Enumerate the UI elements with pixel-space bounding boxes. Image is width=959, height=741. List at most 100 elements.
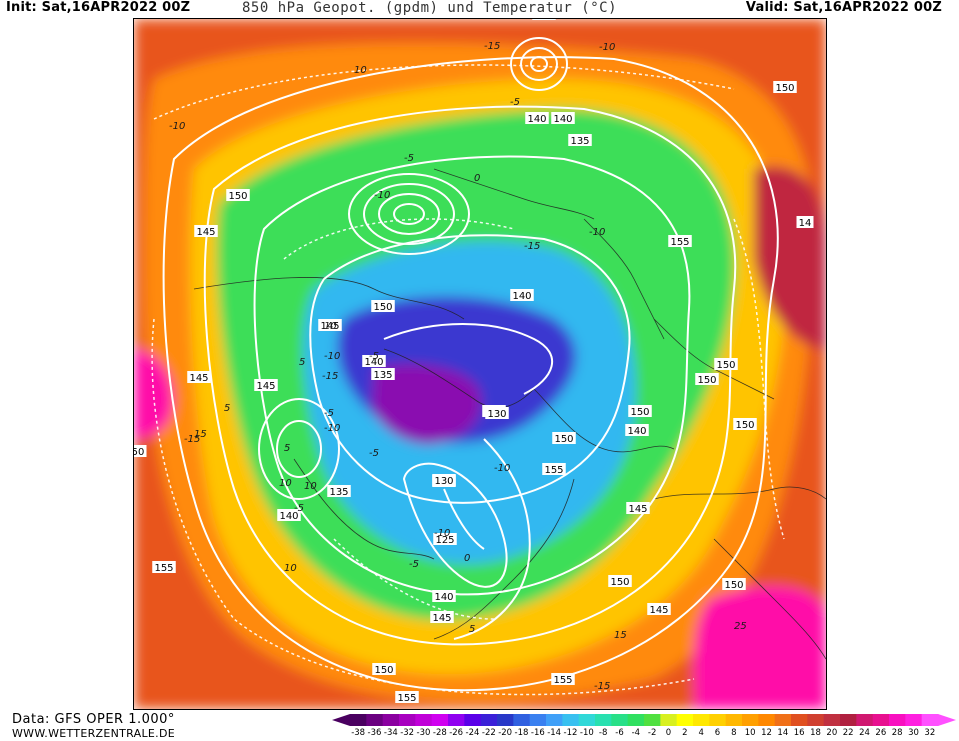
isotherm-label: -5: [409, 559, 419, 570]
legend-tick-label: -38: [351, 728, 366, 738]
chart-title: 850 hPa Geopot. (gpdm) und Temperatur (°…: [242, 0, 618, 16]
legend-swatch: [595, 714, 612, 726]
legend-tick-label: -36: [367, 728, 382, 738]
svg-text:130: 130: [434, 476, 453, 487]
geopotential-contours: [162, 37, 779, 692]
contour-label: 135: [371, 368, 395, 381]
legend-tick-label: -34: [383, 728, 398, 738]
legend-tick-label: 4: [698, 728, 704, 738]
isotherm-label: -5: [369, 351, 379, 362]
legend-swatch: [382, 714, 400, 726]
contour-label: 150: [733, 418, 757, 431]
contour-label: 50: [134, 445, 147, 458]
svg-text:145: 145: [628, 504, 647, 515]
legend-swatch: [513, 714, 531, 726]
temperature-legend: -38 -36 -34 -32 -30 -28 -26 -24 -22 -20 -18 -16 -14-…: [332, 712, 956, 740]
legend-tick-label: 12: [761, 728, 772, 738]
legend-swatch: [497, 714, 514, 726]
legend-swatch: [791, 714, 808, 726]
legend-swatch: [611, 714, 629, 726]
contour-label: 140: [551, 112, 575, 125]
isotherm-label: 10: [279, 478, 292, 489]
init-time-label: Init: Sat,16APR2022 00Z: [6, 0, 191, 15]
legend-swatch: [823, 714, 841, 726]
legend-tick-label: -20: [498, 728, 513, 738]
contour-label: 140: [625, 424, 649, 437]
legend-tick-label: -10: [579, 728, 594, 738]
svg-text:135: 135: [329, 487, 348, 498]
contour-labels: 1351401401351501501451551401451501451501…: [134, 19, 814, 704]
legend-swatch: [758, 714, 776, 726]
contour-label: 145: [430, 611, 454, 624]
legend-swatch: [448, 714, 465, 726]
svg-text:135: 135: [570, 136, 589, 147]
legend-swatch: [480, 714, 498, 726]
svg-text:150: 150: [716, 360, 735, 371]
svg-text:155: 155: [397, 693, 416, 704]
svg-text:145: 145: [189, 373, 208, 384]
isotherm-label: -5: [324, 408, 334, 419]
contour-label: 155: [395, 691, 419, 704]
legend-tick-label: -14: [547, 728, 562, 738]
legend-swatch: [415, 714, 433, 726]
svg-text:140: 140: [364, 357, 383, 368]
legend-tick-label: 10: [744, 728, 756, 738]
isotherm-label: 10: [284, 563, 297, 574]
valid-time-label: Valid: Sat,16APR2022 00Z: [745, 0, 942, 15]
svg-text:155: 155: [544, 465, 563, 476]
contour-label: 130: [432, 474, 456, 487]
contour-label: 135: [568, 134, 592, 147]
isotherm-label: 0: [474, 173, 480, 184]
legend-tick-label: 30: [908, 728, 919, 738]
svg-text:145: 145: [196, 227, 215, 238]
legend-swatch: [889, 714, 906, 726]
svg-text:145: 145: [432, 613, 451, 624]
svg-text:135: 135: [373, 370, 392, 381]
field-coldest: [372, 364, 482, 445]
legend-swatch: [742, 714, 759, 726]
legend-swatch: [578, 714, 596, 726]
legend-arrow-right: [938, 714, 956, 726]
svg-text:140: 140: [553, 114, 572, 125]
legend-tick-label: -22: [481, 728, 496, 738]
isotherm-label: -15: [484, 41, 500, 52]
svg-text:145: 145: [320, 321, 339, 332]
legend-swatch: [464, 714, 482, 726]
legend-swatch: [774, 714, 792, 726]
legend-swatch: [660, 714, 678, 726]
isotherm-label: -15: [524, 241, 540, 252]
legend-tick-label: -28: [432, 728, 447, 738]
isotherm-label: -5: [404, 153, 414, 164]
isotherm-label: -10: [324, 423, 340, 434]
legend-tick-label: -26: [449, 728, 464, 738]
isotherm-label: 5: [224, 403, 230, 414]
isotherm-label: -15: [322, 371, 338, 382]
svg-text:150: 150: [610, 577, 629, 588]
legend-tick-label: -24: [465, 728, 480, 738]
svg-text:155: 155: [670, 237, 689, 248]
svg-text:150: 150: [554, 434, 573, 445]
isotherm-label: 5: [284, 443, 290, 454]
legend-tick-label: 28: [891, 728, 903, 738]
svg-text:135: 135: [534, 19, 553, 21]
legend-tick-label: -4: [631, 728, 641, 738]
contour-label: 140: [510, 289, 534, 302]
contour-label: 14: [796, 216, 814, 229]
weather-map: 1351401401351501501451551401451501451501…: [133, 18, 827, 710]
contour-label: 130: [485, 407, 509, 420]
legend-tick-label: -6: [615, 728, 624, 738]
svg-text:155: 155: [154, 563, 173, 574]
svg-text:14: 14: [799, 218, 812, 229]
legend-swatch: [546, 714, 563, 726]
legend-swatch: [562, 714, 580, 726]
isotherm-label: -15: [594, 681, 610, 692]
isotherm-label: -10: [324, 351, 340, 362]
svg-text:150: 150: [630, 407, 649, 418]
svg-text:140: 140: [512, 291, 531, 302]
legend-swatch: [431, 714, 449, 726]
svg-text:140: 140: [627, 426, 646, 437]
contour-label: 150: [628, 405, 652, 418]
isotherm-label: 15: [614, 630, 627, 641]
contour-label: 150: [372, 663, 396, 676]
contour-label: 150: [714, 358, 738, 371]
